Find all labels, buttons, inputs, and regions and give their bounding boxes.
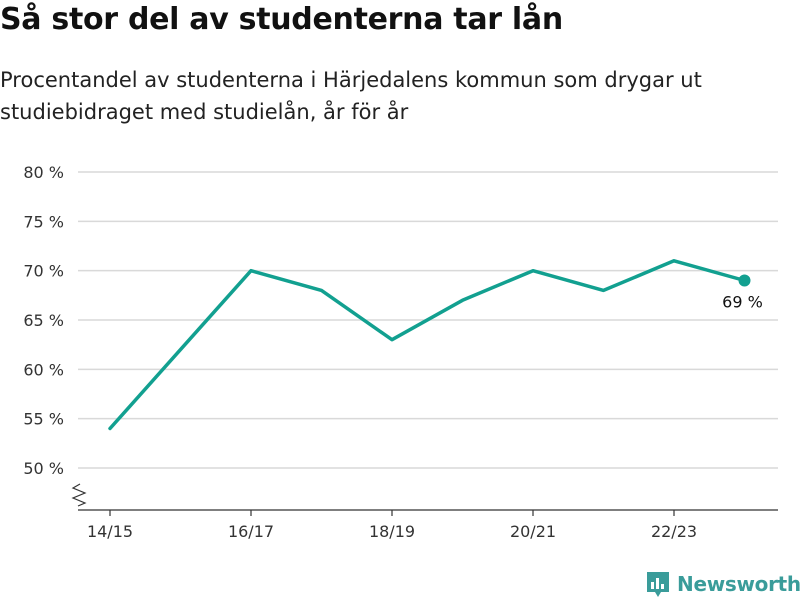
x-tick-label: 14/15 <box>87 522 133 541</box>
y-tick-label: 80 % <box>23 163 64 182</box>
y-tick-label: 55 % <box>23 410 64 429</box>
last-point-label: 69 % <box>722 293 763 312</box>
y-tick-label: 50 % <box>23 459 64 478</box>
series-line <box>108 259 747 431</box>
x-tick-label: 16/17 <box>228 522 274 541</box>
y-tick-label: 60 % <box>23 360 64 379</box>
x-tick-label: 20/21 <box>510 522 556 541</box>
y-tick-label: 70 % <box>23 262 64 281</box>
series-line-group: 69 % <box>108 259 763 431</box>
y-tick-labels: 50 % 55 % 60 % 65 % 70 % 75 % 80 % <box>23 163 64 478</box>
newsworthy-logo: Newsworthy <box>645 570 800 598</box>
axis-break-icon <box>71 483 87 507</box>
brand-name: Newsworthy <box>677 572 800 596</box>
newsworthy-icon <box>647 572 669 597</box>
x-axis: 14/15 16/17 18/19 20/21 22/23 <box>71 483 778 541</box>
chart-subtitle: Procentandel av studenterna i Härjedalen… <box>0 68 702 124</box>
y-tick-label: 65 % <box>23 311 64 330</box>
x-tick-label: 22/23 <box>651 522 697 541</box>
chart-title: Så stor del av studenterna tar lån <box>0 2 563 37</box>
x-tick-label: 18/19 <box>369 522 415 541</box>
last-data-point <box>738 274 751 287</box>
y-tick-label: 75 % <box>23 212 64 231</box>
